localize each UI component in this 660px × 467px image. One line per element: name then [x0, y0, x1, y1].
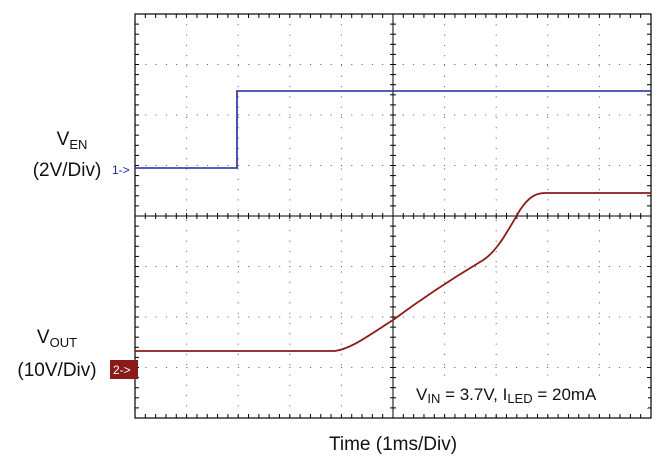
ven-label-main: V — [57, 129, 70, 150]
cond-i-text: = 20mA — [533, 385, 597, 404]
scope-grid — [135, 14, 651, 418]
vout-label: VOUT — [37, 327, 77, 350]
ven-scale: (2V/Div) — [33, 160, 102, 181]
conditions: VIN = 3.7V, ILED = 20mA — [416, 385, 597, 406]
vout-label-sub: OUT — [50, 335, 78, 350]
vout-trace — [135, 192, 651, 352]
ch2-marker: 2-> — [113, 363, 131, 377]
scope-frame — [134, 13, 652, 419]
cond-v-sub: IN — [427, 391, 440, 406]
vout-scale: (10V/Div) — [17, 360, 96, 381]
cond-v: V — [416, 385, 428, 404]
ven-trace — [135, 90, 651, 169]
x-axis-label: Time (1ms/Div) — [329, 434, 457, 455]
ch1-marker: 1-> — [112, 163, 130, 177]
cond-i-sub: LED — [507, 391, 532, 406]
vout-label-main: V — [37, 327, 50, 348]
ven-label-sub: EN — [69, 137, 87, 152]
conditions-box — [405, 380, 648, 408]
ch2-marker-box — [110, 360, 138, 379]
cond-v-text: = 3.7V, I — [440, 385, 507, 404]
ven-label: VEN — [57, 129, 88, 152]
